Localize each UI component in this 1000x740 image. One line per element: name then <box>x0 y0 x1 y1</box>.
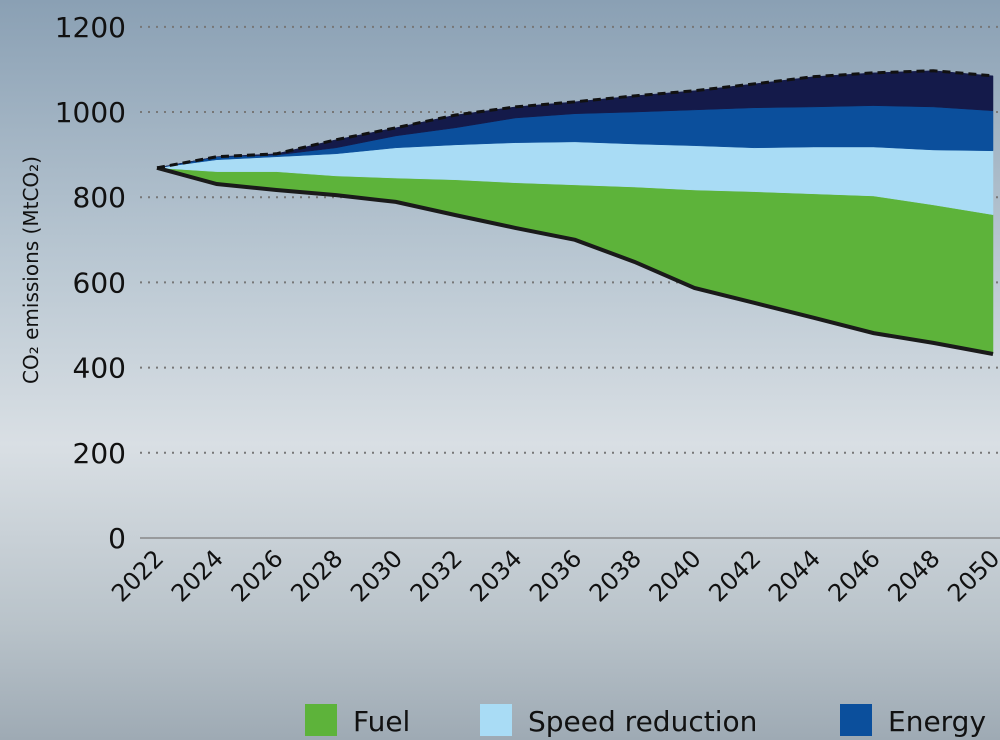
x-tick-label: 2030 <box>345 544 408 607</box>
x-tick-label: 2032 <box>405 544 468 607</box>
legend-swatch <box>840 704 872 736</box>
y-tick-label: 1200 <box>55 11 126 44</box>
x-tick-label: 2024 <box>166 544 229 607</box>
legend-label: Energy <box>888 705 986 738</box>
x-tick-label: 2044 <box>763 544 826 607</box>
x-tick-label: 2026 <box>226 544 289 607</box>
x-tick-label: 2038 <box>584 544 647 607</box>
x-tick-label: 2046 <box>823 544 886 607</box>
y-tick-label: 0 <box>108 522 126 555</box>
y-tick-label: 1000 <box>55 96 126 129</box>
x-tick-label: 2034 <box>465 544 528 607</box>
x-tick-label: 2050 <box>942 544 1000 607</box>
legend-swatch <box>480 704 512 736</box>
x-tick-label: 2040 <box>644 544 707 607</box>
y-tick-label: 800 <box>73 181 126 214</box>
legend-swatch <box>305 704 337 736</box>
legend-label: Speed reduction <box>528 705 757 738</box>
x-tick-label: 2028 <box>285 544 348 607</box>
x-tick-label: 2036 <box>524 544 587 607</box>
x-tick-label: 2042 <box>703 544 766 607</box>
x-tick-label: 2048 <box>883 544 946 607</box>
legend-label: Fuel <box>353 705 410 738</box>
line <box>156 165 994 356</box>
y-tick-label: 200 <box>73 437 126 470</box>
y-tick-label: 600 <box>73 266 126 299</box>
stack-outline <box>156 69 994 170</box>
y-axis-label: CO₂ emissions (MtCO₂) <box>19 156 43 384</box>
y-tick-label: 400 <box>73 352 126 385</box>
